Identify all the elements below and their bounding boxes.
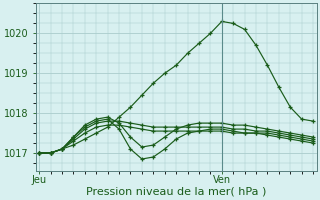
X-axis label: Pression niveau de la mer( hPa ): Pression niveau de la mer( hPa ) <box>86 187 266 197</box>
